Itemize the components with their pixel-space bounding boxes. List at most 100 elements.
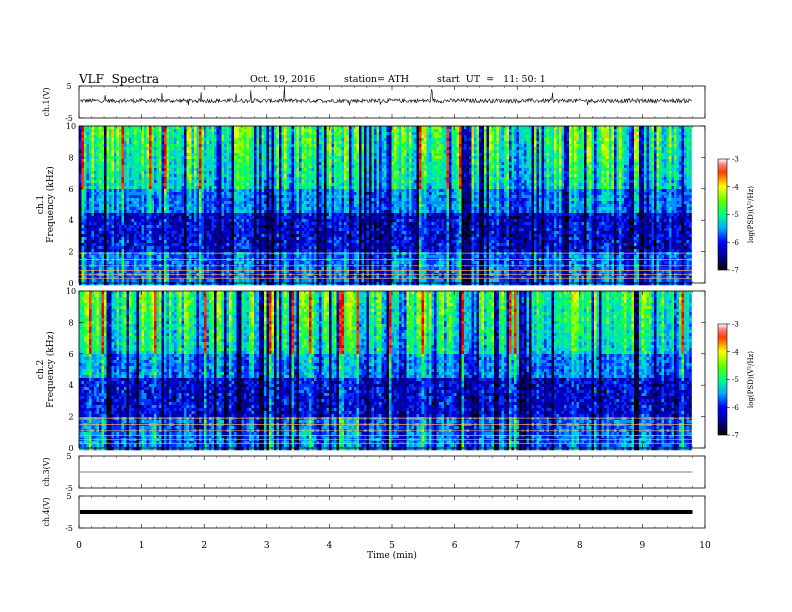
- heatmap-cell: [99, 156, 102, 159]
- heatmap-cell: [152, 237, 155, 240]
- heatmap-cell: [102, 267, 105, 270]
- heatmap-cell: [97, 126, 100, 129]
- heatmap-cell: [122, 210, 125, 213]
- heatmap-cell: [87, 282, 90, 285]
- heatmap-cell: [152, 141, 155, 144]
- heatmap-cell: [147, 228, 150, 231]
- heatmap-cell: [102, 243, 105, 246]
- heatmap-cell: [107, 282, 110, 285]
- heatmap-cell: [117, 135, 120, 138]
- heatmap-cell: [122, 216, 125, 219]
- heatmap-cell: [119, 228, 122, 231]
- heatmap-cell: [87, 186, 90, 189]
- heatmap-cell: [149, 213, 152, 216]
- heatmap-cell: [82, 234, 85, 237]
- heatmap-cell: [124, 282, 127, 285]
- heatmap-cell: [97, 138, 100, 141]
- heatmap-cell: [129, 195, 132, 198]
- heatmap-cell: [89, 216, 92, 219]
- heatmap-cell: [152, 231, 155, 234]
- heatmap-cell: [104, 138, 107, 141]
- heatmap-cell: [132, 198, 135, 201]
- heatmap-cell: [134, 210, 137, 213]
- heatmap-cell: [119, 192, 122, 195]
- heatmap-cell: [117, 201, 120, 204]
- heatmap-cell: [79, 252, 82, 255]
- heatmap-cell: [104, 183, 107, 186]
- heatmap-cell: [132, 201, 135, 204]
- heatmap-cell: [107, 234, 110, 237]
- heatmap-cell: [99, 207, 102, 210]
- heatmap-cell: [99, 282, 102, 285]
- heatmap-cell: [102, 207, 105, 210]
- heatmap-cell: [94, 231, 97, 234]
- heatmap-cell: [79, 225, 82, 228]
- heatmap-cell: [102, 225, 105, 228]
- heatmap-cell: [94, 168, 97, 171]
- heatmap-cell: [117, 222, 120, 225]
- heatmap-cell: [109, 135, 112, 138]
- heatmap-cell: [94, 147, 97, 150]
- heatmap-cell: [152, 201, 155, 204]
- heatmap-cell: [134, 177, 137, 180]
- heatmap-cell: [79, 192, 82, 195]
- heatmap-cell: [97, 252, 100, 255]
- heatmap-cell: [89, 156, 92, 159]
- heatmap-cell: [152, 138, 155, 141]
- heatmap-cell: [92, 126, 95, 129]
- heatmap-cell: [122, 231, 125, 234]
- heatmap-cell: [107, 180, 110, 183]
- heatmap-cell: [82, 177, 85, 180]
- heatmap-cell: [139, 192, 142, 195]
- heatmap-cell: [147, 168, 150, 171]
- heatmap-cell: [82, 207, 85, 210]
- heatmap-cell: [97, 174, 100, 177]
- ch1-waveform-line: [80, 86, 692, 105]
- heatmap-cell: [109, 126, 112, 129]
- heatmap-cell: [92, 267, 95, 270]
- heatmap-cell: [122, 159, 125, 162]
- heatmap-cell: [84, 216, 87, 219]
- heatmap-cell: [99, 126, 102, 129]
- heatmap-cell: [152, 129, 155, 132]
- heatmap-cell: [132, 213, 135, 216]
- heatmap-cell: [122, 252, 125, 255]
- heatmap-cell: [132, 195, 135, 198]
- heatmap-cell: [89, 150, 92, 153]
- heatmap-cell: [112, 210, 115, 213]
- heatmap-cell: [112, 144, 115, 147]
- heatmap-cell: [112, 282, 115, 285]
- heatmap-cell: [127, 138, 130, 141]
- heatmap-cell: [87, 279, 90, 282]
- heatmap-cell: [144, 141, 147, 144]
- heatmap-cell: [82, 189, 85, 192]
- heatmap-cell: [109, 234, 112, 237]
- heatmap-cell: [92, 213, 95, 216]
- heatmap-cell: [92, 252, 95, 255]
- heatmap-cell: [157, 159, 160, 162]
- heatmap-cell: [114, 198, 117, 201]
- heatmap-cell: [137, 195, 140, 198]
- heatmap-cell: [82, 129, 85, 132]
- heatmap-cell: [139, 228, 142, 231]
- heatmap-cell: [94, 228, 97, 231]
- heatmap-cell: [114, 168, 117, 171]
- heatmap-cell: [84, 141, 87, 144]
- heatmap-cell: [99, 201, 102, 204]
- heatmap-cell: [94, 204, 97, 207]
- heatmap-cell: [157, 141, 160, 144]
- heatmap-cell: [142, 204, 145, 207]
- heatmap-cell: [147, 126, 150, 129]
- heatmap-cell: [137, 231, 140, 234]
- heatmap-cell: [112, 183, 115, 186]
- heatmap-cell: [122, 228, 125, 231]
- heatmap-cell: [87, 174, 90, 177]
- heatmap-cell: [142, 246, 145, 249]
- heatmap-cell: [89, 231, 92, 234]
- heatmap-cell: [94, 201, 97, 204]
- heatmap-cell: [104, 189, 107, 192]
- heatmap-cell: [79, 147, 82, 150]
- heatmap-cell: [117, 144, 120, 147]
- heatmap-cell: [137, 267, 140, 270]
- heatmap-cell: [94, 138, 97, 141]
